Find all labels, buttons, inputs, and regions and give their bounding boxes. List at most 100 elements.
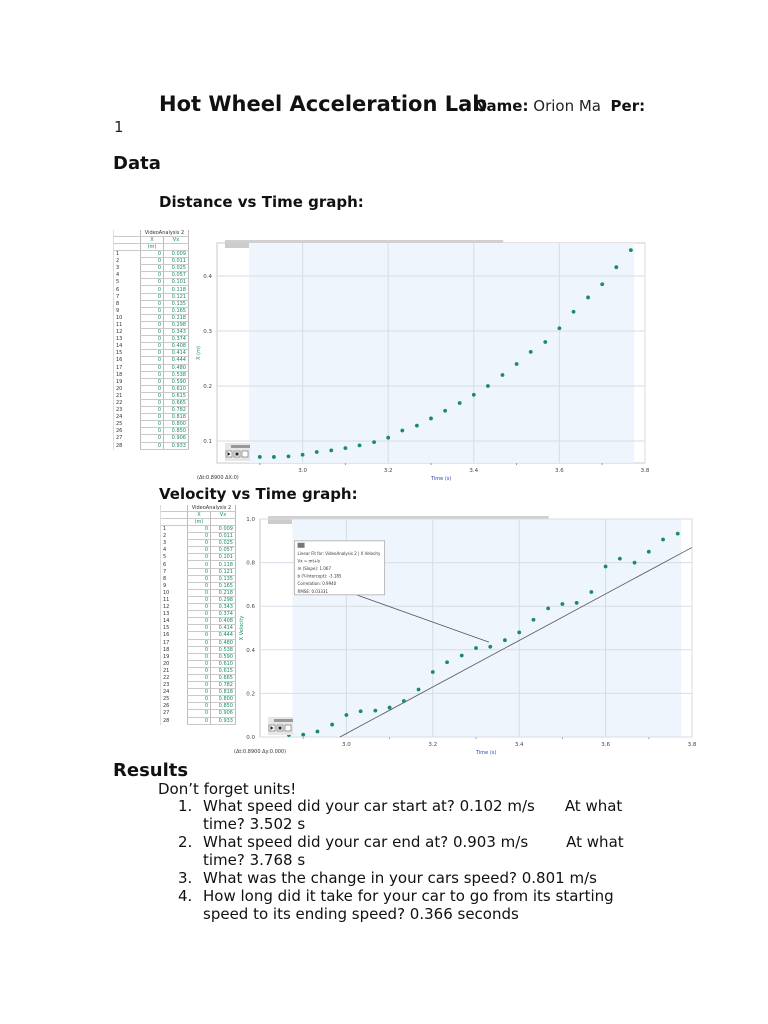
x-tick-label: 3.0 (298, 468, 307, 474)
table-row: 12 0 0.343 (114, 328, 189, 337)
y-axis-label: X (m) (196, 346, 202, 360)
data-point (586, 295, 590, 300)
delta-readout: (Δt:0.8900 ΔX:0) (197, 475, 239, 481)
table-row: 19 0 0.590 (161, 653, 236, 661)
table-group-title: VideoAnalysis 2 (187, 505, 236, 512)
playback-controls[interactable] (225, 443, 250, 461)
y-tick-label: 0.4 (246, 648, 255, 654)
table-row: 25 0 0.800 (161, 695, 236, 704)
svg-text:m (Slope): 1.067: m (Slope): 1.067 (298, 566, 332, 571)
x-tick-label: 3.0 (342, 742, 351, 748)
data-point (632, 560, 637, 565)
table-row: 28 0 0.933 (161, 717, 236, 725)
x-axis-label: Time (s) (430, 476, 451, 482)
data-point (300, 452, 305, 457)
table-index-header (161, 505, 188, 512)
distance-time-chart: 3.0 3.2 3.4 3.6 3.8 0.1 0.2 0.3 0.4 Time (s) X (m)… (196, 240, 650, 482)
data-point (445, 660, 449, 665)
data-point (373, 708, 378, 713)
table-row: 20 0 0.610 (114, 385, 189, 393)
data-point (531, 617, 536, 622)
scrollbar[interactable] (225, 240, 504, 243)
question-1: 1. What speed did your car start at? 0.1… (178, 797, 623, 833)
table-row: 11 0 0.298 (114, 321, 189, 330)
table-row: 17 0 0.480 (161, 639, 236, 647)
table-row: 19 0 0.590 (114, 378, 189, 386)
step-button[interactable] (284, 724, 292, 732)
data-point (457, 401, 462, 405)
table-group-title: VideoAnalysis 2 (140, 230, 189, 237)
playback-controls[interactable] (268, 717, 293, 735)
data-point (414, 423, 419, 428)
y-tick-label: 0.8 (246, 561, 255, 567)
table-row: 7 0 0.121 (114, 293, 189, 301)
x-tick-label: 3.2 (384, 468, 393, 474)
stop-icon (278, 726, 282, 730)
data-point (344, 713, 349, 717)
table-row: 14 0 0.408 (114, 342, 189, 351)
table-row: 8 0 0.135 (161, 575, 236, 583)
linear-fit-line (339, 547, 693, 738)
table-row: 23 0 0.782 (161, 681, 236, 690)
table-index-header (114, 230, 141, 237)
table-row: 4 0 0.057 (161, 546, 236, 555)
table-row: 22 0 0.665 (161, 674, 236, 683)
table-row: 25 0 0.800 (114, 420, 189, 429)
name-label: Name: (474, 97, 529, 115)
linear-fit-annotation[interactable]: Linear Fit for: VideoAnalysis 2 | X Velo… (294, 540, 386, 596)
table-row: 5 0 0.101 (114, 278, 189, 287)
table-row: 15 0 0.414 (114, 349, 189, 358)
data-table: VideoAnalysis 2 X Vx (m) 1 0 0.009 2 0 0.011 3 0 0.0… (161, 505, 236, 725)
data-point (517, 630, 522, 635)
table-row: 9 0 0.165 (114, 307, 189, 315)
data-table-velocity: VideoAnalysis 2 X Vx (m) 1 0 0.009 2 0 0.011 3 0 0.0… (160, 505, 236, 725)
data-point (617, 556, 622, 561)
data-point (286, 454, 291, 459)
data-point (343, 446, 348, 451)
x-tick-label: 3.4 (469, 468, 478, 474)
data-point (429, 416, 433, 421)
table-row: 20 0 0.610 (161, 660, 236, 668)
data-table-distance: VideoAnalysis 2 X Vx (m) 1 0 0.009 2 0 0.011 3 0 0.0… (113, 230, 189, 450)
svg-text:b (Y-Intercept): -3.185: b (Y-Intercept): -3.185 (298, 574, 342, 579)
x-axis-label: Time (s) (475, 750, 496, 756)
y-tick-label: 0.2 (246, 691, 255, 697)
scrollbar[interactable] (268, 516, 549, 519)
student-info: Name: Orion Ma Per: (474, 97, 645, 115)
table-row: 1 0 0.009 (161, 525, 236, 534)
data-point (400, 428, 405, 433)
data-point (628, 248, 633, 253)
column-header-vx: Vx (163, 236, 189, 244)
table-row: 24 0 0.818 (114, 413, 189, 422)
table-row: 15 0 0.414 (161, 624, 236, 633)
data-point (315, 729, 320, 734)
data-point (503, 638, 507, 643)
data-point (314, 450, 319, 454)
table-row: 7 0 0.121 (161, 568, 236, 576)
table-row: 4 0 0.057 (114, 271, 189, 280)
data-point (571, 309, 576, 314)
table-row: 5 0 0.101 (161, 553, 236, 562)
column-header-x: X (140, 236, 164, 244)
data-point (430, 670, 435, 674)
data-point (358, 709, 363, 714)
step-button[interactable] (241, 450, 249, 458)
question-3: 3. What was the change in your cars spee… (178, 869, 597, 887)
svg-text:Linear Fit for: VideoAnalysis: Linear Fit for: VideoAnalysis 2 | X Velo… (298, 551, 381, 556)
play-icon (270, 726, 274, 730)
data-point (443, 408, 448, 413)
questions-list: 1. What speed did your car start at? 0.1… (178, 797, 658, 923)
data-point (459, 653, 464, 658)
data-point (301, 732, 306, 737)
y-tick-label: 0.6 (246, 604, 255, 610)
table-row: 21 0 0.615 (114, 392, 189, 400)
table-row: 27 0 0.906 (161, 709, 236, 718)
selection-region (249, 243, 635, 463)
table-row: 16 0 0.444 (114, 356, 189, 365)
data-point (329, 448, 334, 453)
data-table: VideoAnalysis 2 X Vx (m) 1 0 0.009 2 0 0.011 3 0 0.0… (114, 230, 189, 450)
data-point (614, 265, 619, 270)
table-row: 2 0 0.011 (114, 257, 189, 266)
units-note: Don’t forget units! (158, 780, 297, 798)
y-tick-label: 0.0 (246, 735, 255, 741)
